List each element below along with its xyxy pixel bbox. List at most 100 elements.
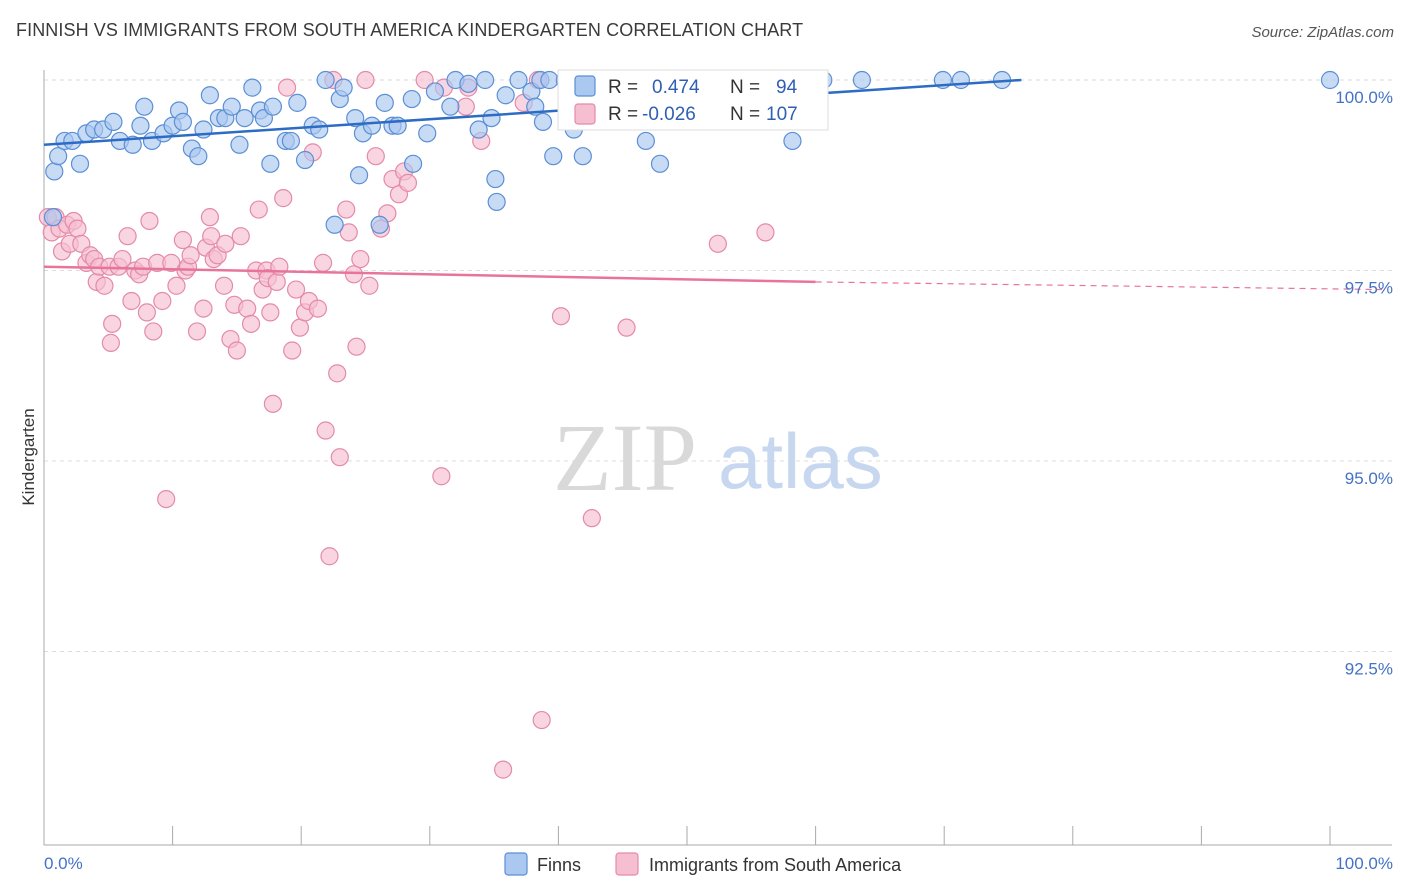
y-tick-label: 97.5% — [1345, 279, 1393, 298]
finns-point — [496, 86, 515, 105]
finns-point — [45, 162, 64, 181]
immigrant-point — [167, 276, 186, 295]
finns-point — [544, 147, 563, 166]
watermark-zip: ZIP — [553, 404, 697, 511]
finns-point — [362, 116, 382, 135]
immigrant-point — [398, 173, 418, 192]
immigrant-point — [173, 230, 192, 250]
immigrant-point — [316, 421, 335, 440]
bottom-legend-swatch-finns — [504, 852, 528, 876]
finns-point — [310, 120, 329, 139]
immigrant-point — [532, 710, 551, 730]
immigrant-point — [216, 234, 235, 253]
watermark-atlas: atlas — [718, 417, 883, 505]
immigrant-point — [330, 448, 349, 467]
immigrant-point — [328, 364, 347, 383]
watermark: ZIP atlas — [553, 404, 883, 511]
immigrant-point — [337, 200, 356, 219]
y-tick-label: 95.0% — [1345, 469, 1393, 488]
finns-point — [951, 70, 971, 90]
immigrant-point — [140, 211, 159, 231]
finns-point — [783, 131, 802, 151]
finns-point — [533, 112, 553, 132]
immigrant-point — [118, 227, 137, 246]
immigrant-point — [708, 234, 727, 253]
finns-point — [281, 131, 301, 151]
bottom-legend-immigrants: Immigrants from South America — [649, 855, 902, 875]
legend-r-immigrants: -0.026 — [642, 104, 696, 125]
immigrant-point — [241, 314, 261, 333]
finns-point — [403, 154, 423, 173]
bottom-legend-swatch-immigrants — [615, 852, 639, 876]
immigrant-point — [344, 265, 364, 284]
finns-point — [475, 70, 495, 90]
immigrant-point — [432, 467, 451, 486]
x-tick-labels: 0.0% 100.0% — [44, 854, 1393, 873]
legend-n-label: N = — [730, 104, 760, 125]
immigrant-point — [290, 318, 310, 337]
immigrant-point — [231, 227, 250, 246]
finns-point — [487, 192, 506, 212]
finns-point — [346, 108, 365, 128]
finns-point — [349, 166, 369, 185]
finns-point — [316, 70, 335, 90]
finns-point — [469, 120, 488, 139]
immigrant-trend-line — [43, 265, 816, 284]
finns-point — [230, 135, 249, 154]
immigrant-point — [274, 189, 293, 208]
immigrant-point — [617, 318, 636, 337]
finns-point — [573, 147, 592, 166]
finns-point — [135, 97, 154, 116]
immigrant-point — [277, 78, 297, 97]
x-tick-label: 0.0% — [44, 854, 83, 873]
immigrant-point — [283, 341, 302, 360]
immigrant-point — [756, 223, 775, 242]
immigrant-point — [153, 291, 172, 311]
series-legend: Finns Immigrants from South America — [504, 852, 902, 876]
finns-point — [509, 70, 528, 90]
immigrant-point — [137, 303, 156, 322]
immigrant-point — [582, 509, 601, 528]
stats-legend: R = 0.474 N = 94 R = -0.026 N = 107 — [557, 69, 829, 131]
finns-point — [402, 89, 421, 109]
legend-r-finns: 0.474 — [652, 77, 700, 98]
immigrant-point — [157, 490, 176, 509]
immigrant-point — [103, 314, 122, 333]
finns-point — [70, 154, 90, 173]
chart-title: FINNISH VS IMMIGRANTS FROM SOUTH AMERICA… — [16, 20, 804, 40]
immigrant-point — [415, 70, 434, 90]
immigrant-point — [263, 394, 283, 413]
finns-point — [370, 215, 389, 234]
finns-point — [263, 97, 283, 116]
immigrant-point — [122, 291, 141, 311]
immigrant-point — [68, 219, 87, 238]
immigrant-point — [347, 337, 366, 356]
immigrant-point — [238, 299, 257, 318]
finns-point — [486, 169, 505, 189]
finns-trend-line — [43, 78, 1022, 147]
legend-r-label: R = — [608, 104, 638, 125]
finns-point — [650, 154, 670, 173]
immigrant-point — [313, 253, 333, 272]
immigrant-point — [202, 227, 221, 246]
immigrant-point — [267, 272, 286, 292]
finns-point — [189, 147, 208, 166]
immigrant-point — [144, 322, 163, 341]
grid-lines — [44, 79, 1392, 652]
immigrant-point — [351, 249, 370, 269]
axes — [43, 70, 1392, 846]
finns-point — [375, 93, 394, 112]
x-tick-label: 100.0% — [1335, 854, 1393, 873]
finns-point — [334, 78, 353, 97]
legend-swatch-immigrants — [574, 103, 596, 125]
immigrant-point — [200, 208, 219, 227]
finns-point — [425, 82, 445, 101]
finns-point — [261, 154, 280, 173]
y-tick-label: 100.0% — [1335, 88, 1393, 107]
finns-point — [540, 70, 559, 90]
y-tick-label: 92.5% — [1345, 660, 1393, 679]
finns-point — [325, 215, 344, 234]
finns-point — [852, 70, 871, 90]
finns-point — [459, 74, 478, 93]
